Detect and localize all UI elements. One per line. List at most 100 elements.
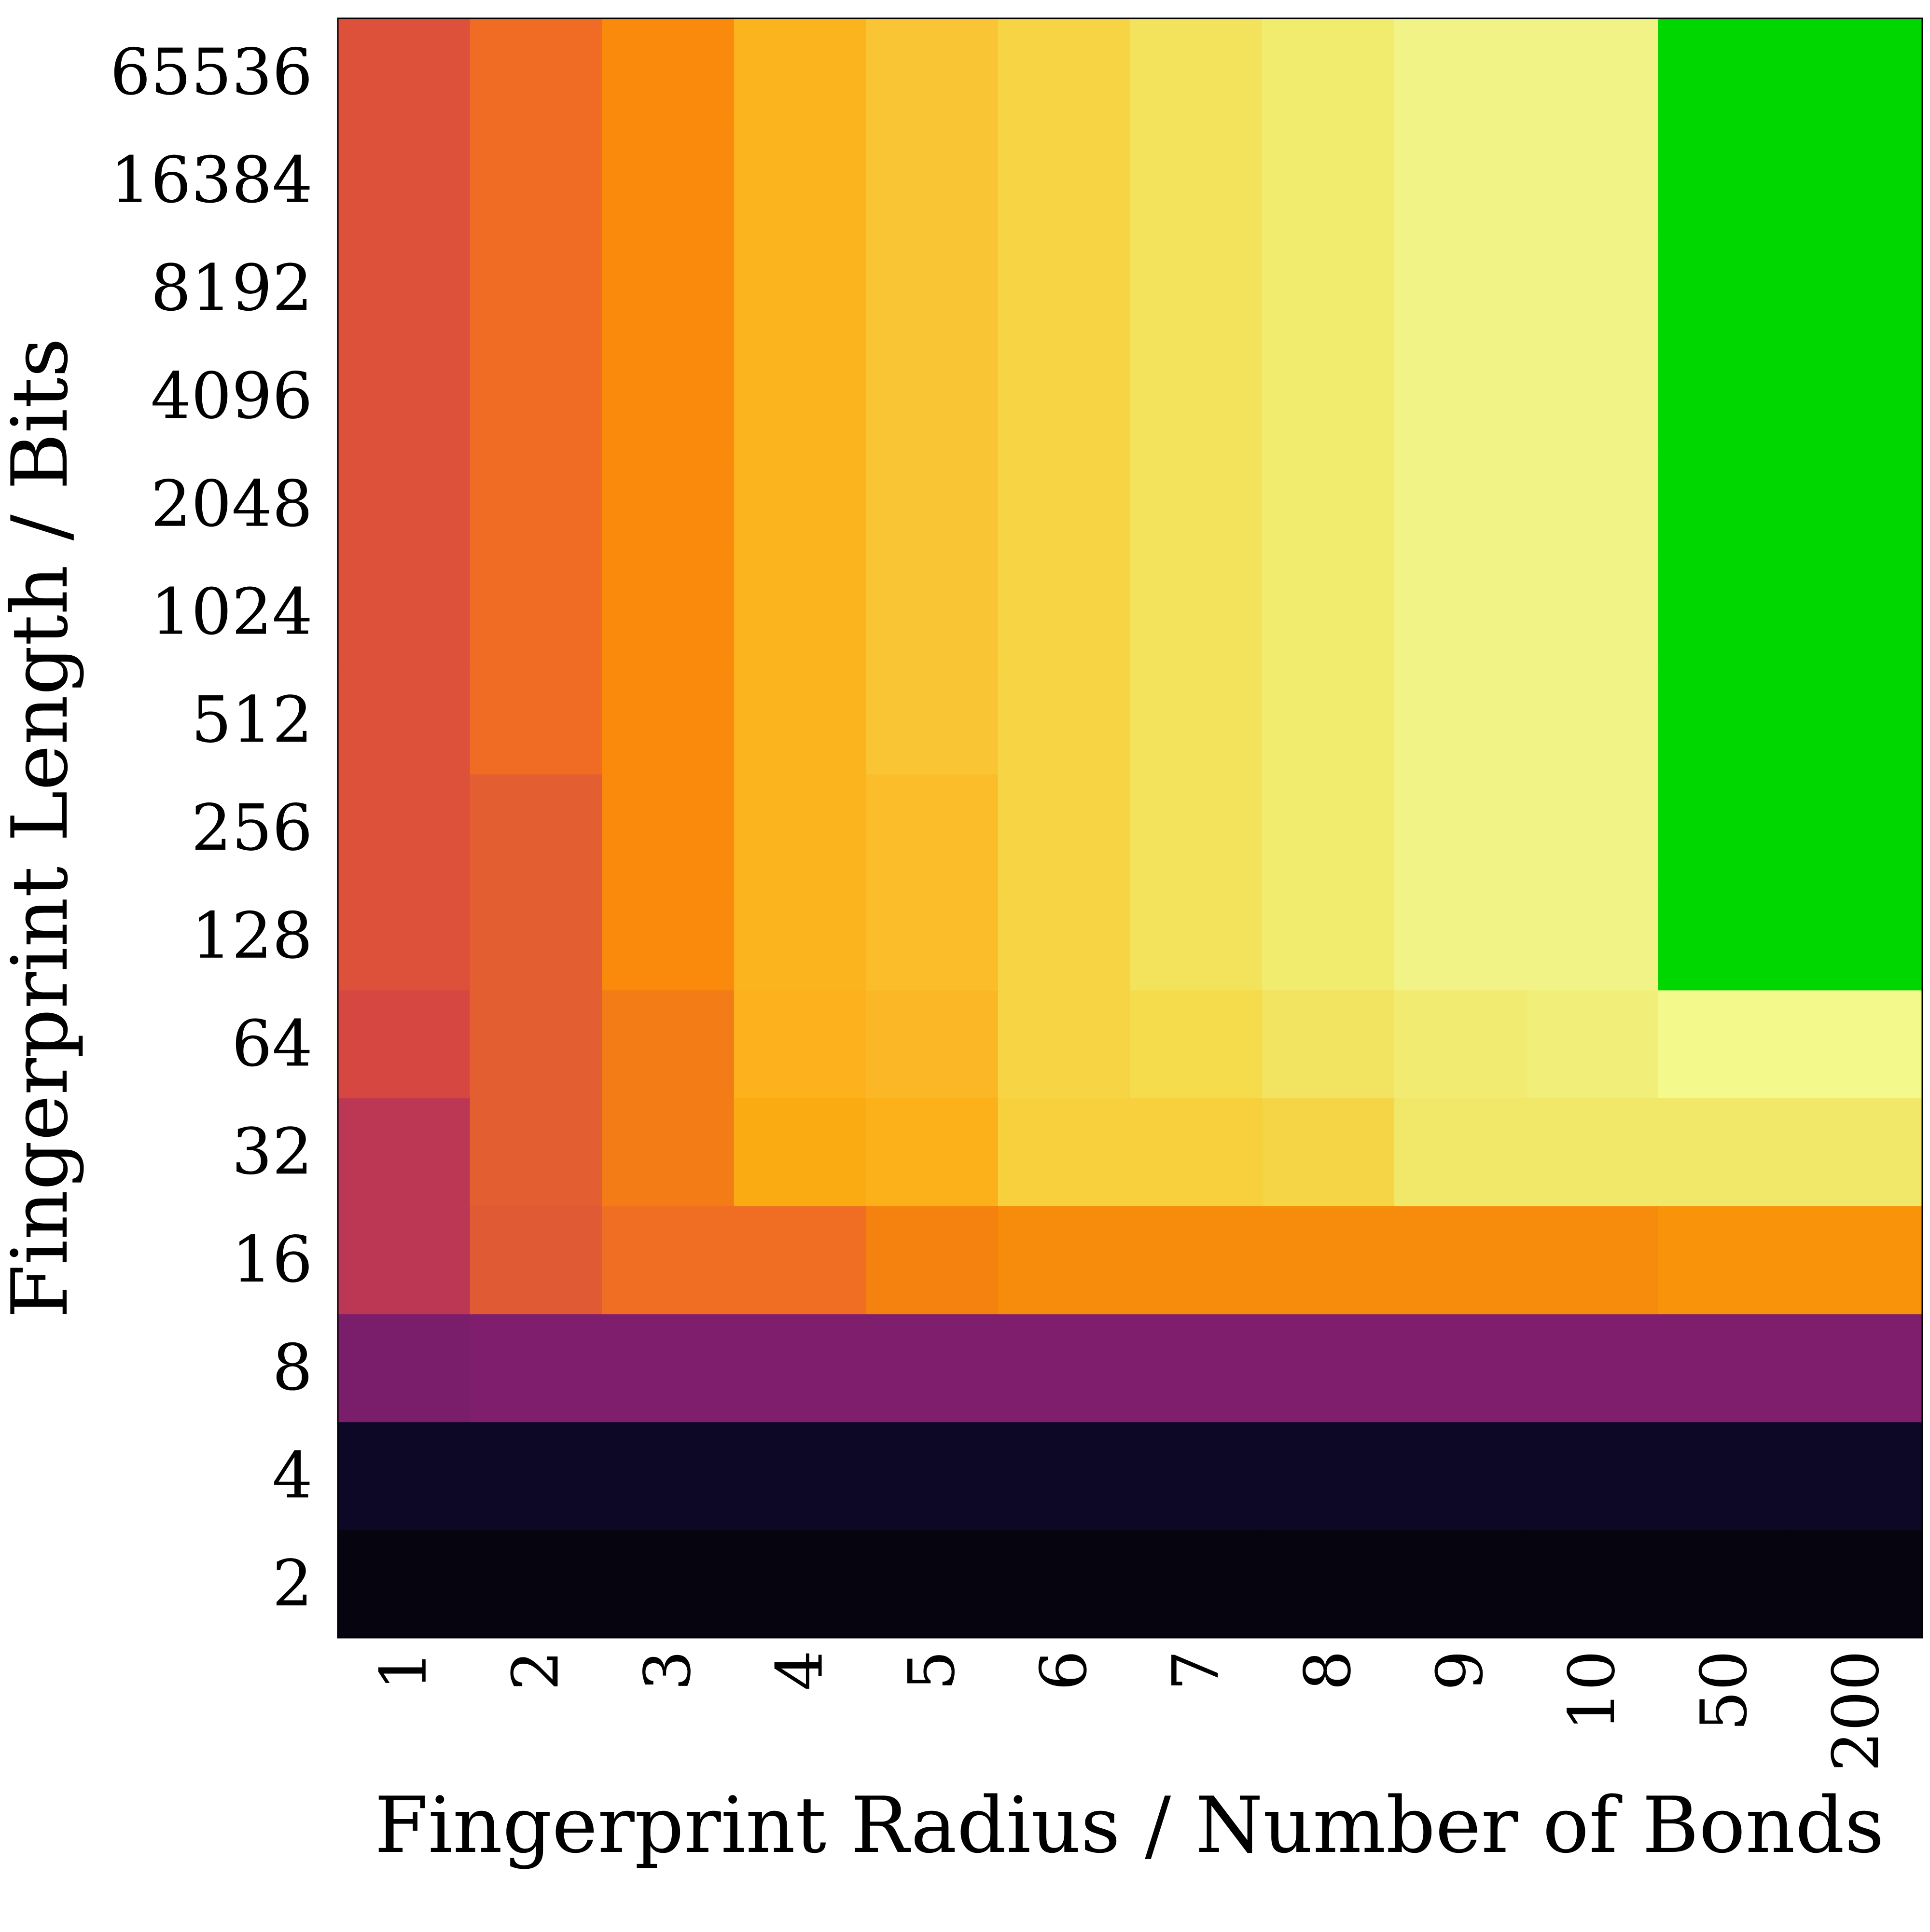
heatmap-cell-1024-5 (866, 558, 999, 667)
heatmap-cell-1024-9 (1394, 558, 1527, 667)
heatmap-cell-128-4 (734, 882, 867, 991)
heatmap-cell-65536-7 (1130, 18, 1263, 127)
heatmap-cell-512-2 (470, 666, 602, 774)
heatmap-cell-64-7 (1130, 990, 1263, 1099)
y-tick-label: 65536 (110, 35, 313, 110)
heatmap-cell-128-2 (470, 882, 602, 991)
heatmap-cell-512-3 (602, 666, 735, 774)
heatmap-cell-256-9 (1394, 774, 1527, 883)
heatmap-cell-4-10 (1526, 1421, 1659, 1531)
heatmap-cell-16384-50 (1658, 126, 1791, 235)
heatmap-cell-4-200 (1790, 1421, 1923, 1531)
heatmap-cell-65536-3 (602, 18, 735, 127)
heatmap-cell-64-1 (338, 990, 471, 1099)
heatmap-cell-32-10 (1526, 1098, 1659, 1206)
heatmap-cell-2048-5 (866, 450, 999, 559)
heatmap-cell-64-6 (998, 990, 1131, 1099)
x-tick-label: 8 (1291, 1650, 1365, 1691)
heatmap-cell-4096-200 (1790, 342, 1923, 451)
heatmap-cell-16-3 (602, 1206, 735, 1314)
x-tick-label: 2 (499, 1650, 573, 1691)
heatmap-cell-65536-8 (1262, 18, 1395, 127)
heatmap-cell-16384-2 (470, 126, 602, 235)
heatmap-cell-256-200 (1790, 774, 1923, 883)
heatmap-cell-2048-9 (1394, 450, 1527, 559)
heatmap-cell-4096-3 (602, 342, 735, 451)
heatmap-cell-16-8 (1262, 1206, 1395, 1314)
heatmap-cell-16-7 (1130, 1206, 1263, 1314)
heatmap-cell-8192-8 (1262, 234, 1395, 343)
heatmap-cell-65536-2 (470, 18, 602, 127)
heatmap-cell-4096-2 (470, 342, 602, 451)
heatmap-cell-128-1 (338, 882, 471, 991)
heatmap-cell-32-200 (1790, 1098, 1923, 1206)
heatmap-cell-4096-5 (866, 342, 999, 451)
heatmap-cell-128-50 (1658, 882, 1791, 991)
heatmap-cell-2048-200 (1790, 450, 1923, 559)
y-tick-label: 64 (232, 1007, 313, 1081)
heatmap-cell-8-6 (998, 1313, 1131, 1422)
y-tick-label: 256 (191, 791, 313, 865)
y-tick-label: 512 (191, 683, 313, 757)
heatmap-cell-4096-10 (1526, 342, 1659, 451)
heatmap-cell-32-5 (866, 1098, 999, 1206)
heatmap-cell-64-9 (1394, 990, 1527, 1099)
heatmap-cell-2-2 (470, 1530, 602, 1638)
heatmap-cell-65536-200 (1790, 18, 1923, 127)
x-tick-label: 5 (895, 1650, 969, 1691)
heatmap-cell-512-1 (338, 666, 471, 774)
heatmap-cell-4-3 (602, 1421, 735, 1531)
heatmap-cell-512-4 (734, 666, 867, 774)
heatmap-cell-4096-7 (1130, 342, 1263, 451)
heatmap-cell-65536-1 (338, 18, 471, 127)
heatmap-cell-4-2 (470, 1421, 602, 1531)
heatmap-cell-16-1 (338, 1206, 471, 1314)
heatmap-cell-2-3 (602, 1530, 735, 1638)
heatmap-cell-128-10 (1526, 882, 1659, 991)
heatmap-cell-2-6 (998, 1530, 1131, 1638)
y-tick-label: 128 (191, 899, 313, 973)
heatmap-cell-512-7 (1130, 666, 1263, 774)
heatmap-cell-128-9 (1394, 882, 1527, 991)
heatmap-cell-256-6 (998, 774, 1131, 883)
heatmap-cell-65536-9 (1394, 18, 1527, 127)
heatmap-cell-128-5 (866, 882, 999, 991)
y-tick-label: 2048 (151, 467, 313, 541)
heatmap-cell-4096-6 (998, 342, 1131, 451)
heatmap-cell-2-50 (1658, 1530, 1791, 1638)
heatmap-cell-8-5 (866, 1313, 999, 1422)
heatmap-cell-4096-50 (1658, 342, 1791, 451)
heatmap-cell-2048-6 (998, 450, 1131, 559)
heatmap-cell-256-2 (470, 774, 602, 883)
y-tick-label: 4 (272, 1438, 313, 1513)
heatmap-cell-256-10 (1526, 774, 1659, 883)
heatmap-cell-32-9 (1394, 1098, 1527, 1206)
heatmap-cell-2-9 (1394, 1530, 1527, 1638)
heatmap-cell-2048-8 (1262, 450, 1395, 559)
heatmap-cell-8-8 (1262, 1313, 1395, 1422)
heatmap-cell-8-2 (470, 1313, 602, 1422)
heatmap-cell-64-8 (1262, 990, 1395, 1099)
heatmap-cell-2048-10 (1526, 450, 1659, 559)
heatmap-cell-1024-6 (998, 558, 1131, 667)
heatmap-cell-16384-6 (998, 126, 1131, 235)
heatmap-cell-64-10 (1526, 990, 1659, 1099)
y-tick-label: 16 (232, 1223, 313, 1297)
heatmap-cell-128-8 (1262, 882, 1395, 991)
heatmap-cell-8-200 (1790, 1313, 1923, 1422)
heatmap-cell-256-3 (602, 774, 735, 883)
heatmap-cell-4096-8 (1262, 342, 1395, 451)
heatmap-cell-512-9 (1394, 666, 1527, 774)
heatmap-cell-4096-4 (734, 342, 867, 451)
heatmap-cell-8192-50 (1658, 234, 1791, 343)
heatmap-cell-32-1 (338, 1098, 471, 1206)
heatmap-cell-1024-50 (1658, 558, 1791, 667)
heatmap-cell-8192-200 (1790, 234, 1923, 343)
x-tick-labels: 1 2 3 4 5 6 7 8 9 10 50 200 (367, 1650, 1893, 1772)
heatmap-cell-8-3 (602, 1313, 735, 1422)
heatmap-cell-4-6 (998, 1421, 1131, 1531)
heatmap-cell-32-6 (998, 1098, 1131, 1206)
heatmap-cell-16384-5 (866, 126, 999, 235)
heatmap-cell-1024-4 (734, 558, 867, 667)
heatmap-cell-8-7 (1130, 1313, 1263, 1422)
